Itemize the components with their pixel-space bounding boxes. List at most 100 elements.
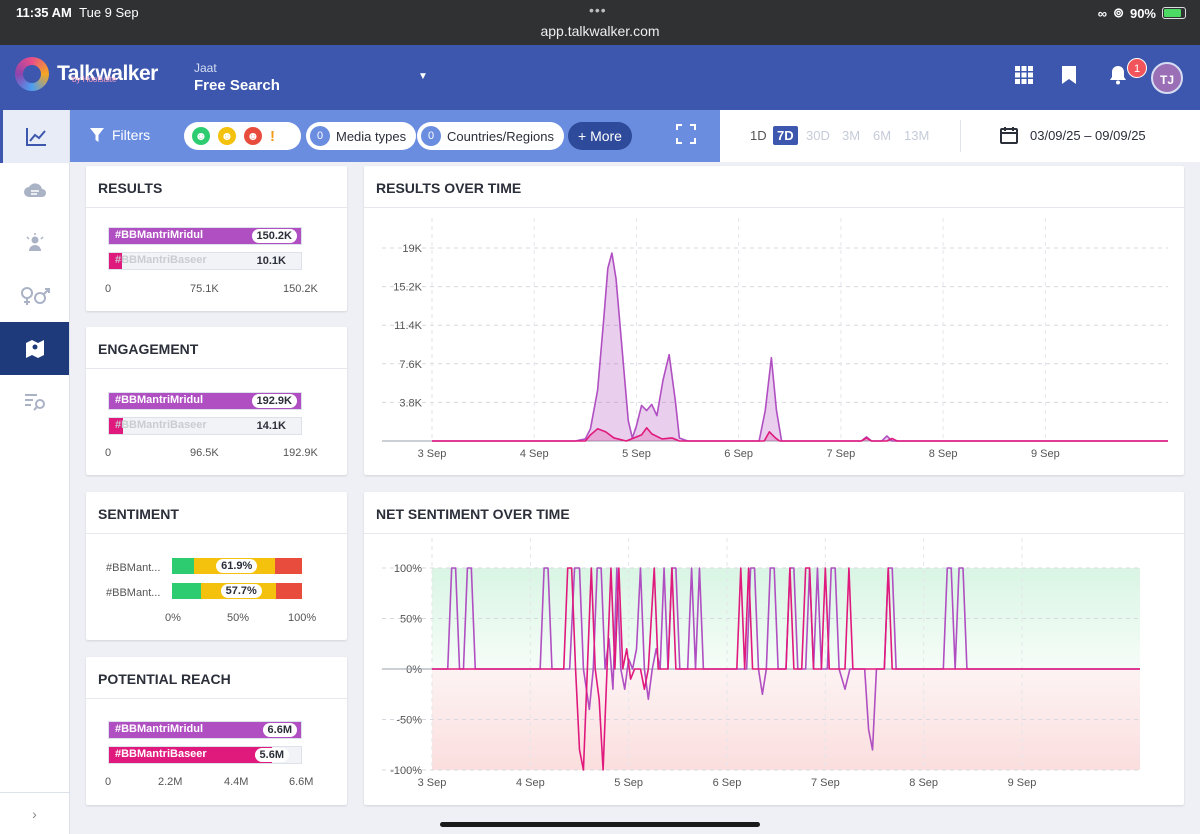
series-area-0: [432, 253, 1168, 441]
sentiment-bar-baseer[interactable]: 57.7%: [172, 583, 302, 599]
project-title: Free Search: [194, 77, 280, 94]
x-tick-label: 3 Sep: [418, 777, 447, 789]
negative-face-icon[interactable]: ☻: [244, 127, 262, 145]
series-line-1: [432, 426, 1168, 442]
bar-row-mridul[interactable]: #BBMantriMridul 150.2K: [108, 227, 302, 245]
apps-grid-icon[interactable]: [1014, 65, 1034, 90]
card-title: NET SENTIMENT OVER TIME: [376, 506, 570, 522]
results-over-time-chart[interactable]: 3.8K 7.6K 11.4K 15.2K 19K 3 Sep 4 Sep 5 Sep 6 Se…: [364, 166, 1184, 475]
card-title: ENGAGEMENT: [98, 341, 199, 357]
fullscreen-icon[interactable]: [676, 124, 696, 149]
results-card: RESULTS #BBMantriMridul 150.2K #BBMantri…: [86, 166, 347, 311]
sentiment-bar-mridul[interactable]: 61.9%: [172, 558, 302, 574]
bookmark-icon[interactable]: [1061, 65, 1077, 90]
neutral-face-icon[interactable]: ☻: [218, 127, 236, 145]
bar-fill: [109, 722, 301, 738]
x-tick-label: 4 Sep: [520, 448, 549, 460]
bar-row-mridul[interactable]: #BBMantriMridul 192.9K: [108, 392, 302, 410]
x-tick-label: 5 Sep: [614, 777, 643, 789]
bar-row-baseer[interactable]: #BBMantriBaseer 14.1K: [108, 417, 302, 435]
positive-segment: [172, 558, 195, 574]
brand-name: Talkwalker: [57, 62, 158, 85]
calendar-icon[interactable]: [1000, 126, 1018, 149]
more-filters-button[interactable]: + More: [568, 122, 632, 150]
range-30d[interactable]: 30D: [806, 128, 830, 143]
bar-row-baseer[interactable]: #BBMantriBaseer 5.6M: [108, 746, 302, 764]
bar-row-baseer[interactable]: #BBMantriBaseer 10.1K: [108, 252, 302, 270]
positive-face-icon[interactable]: ☻: [192, 127, 210, 145]
gender-icon: [20, 286, 50, 305]
funnel-icon: [90, 128, 104, 142]
range-13m[interactable]: 13M: [904, 128, 930, 143]
bar-value: 192.9K: [251, 394, 297, 408]
sidebar-item-demographics[interactable]: [0, 269, 69, 322]
y-tick-label: -100%: [390, 765, 422, 777]
brand-logo[interactable]: Talkwalker: [15, 57, 158, 91]
sidebar-expand[interactable]: ›: [0, 792, 69, 834]
axis-tick: 4.4M: [224, 776, 249, 788]
orientation-lock-icon: ⊚: [1113, 5, 1124, 20]
cloud-icon: [23, 182, 46, 197]
sidebar-item-map[interactable]: [0, 322, 69, 375]
caret-down-icon[interactable]: ▼: [418, 71, 428, 82]
x-tick-label: 4 Sep: [516, 777, 545, 789]
talkwalker-logo-icon: [15, 57, 49, 91]
series-line-1: [432, 567, 1140, 771]
warning-icon[interactable]: !: [270, 127, 275, 145]
list-search-icon: [24, 393, 45, 411]
multitask-dots[interactable]: •••: [589, 2, 607, 18]
brand-sub: by Hootsuite: [72, 75, 117, 84]
bell-icon[interactable]: [1108, 65, 1128, 90]
sidebar-item-trend[interactable]: [0, 110, 69, 163]
app-header: Talkwalker by Hootsuite Jaat Free Search…: [0, 45, 1200, 110]
sidebar-item-influencers[interactable]: [0, 216, 69, 269]
series-area-1: [432, 427, 1168, 441]
bar-value: 10.1K: [256, 255, 286, 267]
axis-tick: 0: [105, 776, 112, 788]
project-selector[interactable]: Jaat Free Search: [194, 61, 280, 94]
bar-label: #BBMantriBaseer: [115, 419, 207, 431]
avatar[interactable]: TJ: [1151, 62, 1183, 94]
filter-bar: Filters ☻ ☻ ☻ ! 0 Media types 0 Countrie…: [70, 110, 720, 162]
range-7d[interactable]: 7D: [773, 126, 798, 145]
line-chart-icon: [26, 127, 46, 146]
sentiment-row-label: #BBMant...: [106, 587, 161, 599]
net-sentiment-chart[interactable]: -100% -50% 0% 50% 100% 3 Sep 4 Sep 5 Sep 6 Sep 7 …: [364, 492, 1184, 805]
x-tick-label: 8 Sep: [909, 777, 938, 789]
notification-badge[interactable]: 1: [1127, 58, 1147, 78]
neutral-segment: 57.7%: [200, 583, 276, 599]
axis-tick: 75.1K: [190, 283, 219, 295]
url-bar[interactable]: app.talkwalker.com: [540, 23, 660, 39]
card-title: RESULTS: [98, 180, 163, 196]
x-tick-label: 7 Sep: [811, 777, 840, 789]
x-tick-label: 7 Sep: [827, 448, 856, 460]
divider: [86, 698, 347, 699]
sentiment-filter[interactable]: ☻ ☻ ☻ !: [184, 122, 301, 150]
bar-label: #BBMantriMridul: [115, 229, 203, 241]
divider: [364, 207, 1184, 208]
filters-button[interactable]: Filters: [90, 127, 150, 143]
sidebar-item-cloud[interactable]: [0, 163, 69, 216]
y-tick-label: 7.6K: [399, 359, 422, 371]
bar-label: #BBMantriBaseer: [115, 748, 207, 760]
bar-label: #BBMantriMridul: [115, 723, 203, 735]
card-title: POTENTIAL REACH: [98, 671, 231, 687]
status-time: 11:35 AM Tue 9 Sep: [16, 5, 139, 20]
range-3m[interactable]: 3M: [842, 128, 861, 143]
media-types-filter[interactable]: 0 Media types: [306, 122, 417, 150]
bar-row-mridul[interactable]: #BBMantriMridul 6.6M: [108, 721, 302, 739]
range-1d[interactable]: 1D: [750, 128, 767, 143]
battery-percent: 90%: [1129, 5, 1156, 21]
axis-tick: 2.2M: [158, 776, 183, 788]
net-sentiment-card: NET SENTIMENT OVER TIME -100% -50% 0% 50% 10…: [364, 492, 1184, 805]
range-6m[interactable]: 6M: [873, 128, 892, 143]
bar-fill: [109, 253, 122, 269]
sidebar-item-feed[interactable]: [0, 375, 69, 428]
link-icon: ∞: [1097, 5, 1108, 21]
date-range[interactable]: 03/09/25 – 09/09/25: [1030, 128, 1146, 143]
divider: [960, 120, 961, 152]
divider: [86, 533, 347, 534]
countries-filter[interactable]: 0 Countries/Regions: [417, 122, 564, 150]
filters-label: Filters: [112, 127, 151, 143]
home-indicator[interactable]: [440, 822, 760, 827]
